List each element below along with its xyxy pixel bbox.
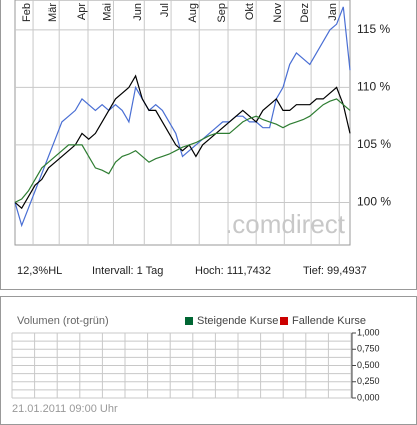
x-tick-label: Apr xyxy=(76,3,88,20)
x-tick-label: Sep xyxy=(216,3,228,23)
x-tick-label: Mär xyxy=(47,3,59,22)
y-tick-label: 0,000 xyxy=(357,392,380,402)
y-tick-label: 110 % xyxy=(357,80,390,94)
stat: Tief: 99,4937 xyxy=(303,265,367,277)
legend-swatch xyxy=(185,317,193,325)
y-tick-label: 0,750 xyxy=(357,344,380,354)
x-tick-label: Mai xyxy=(101,3,113,21)
stat: Intervall: 1 Tag xyxy=(92,265,163,277)
y-tick-label: 0,250 xyxy=(357,376,380,386)
x-tick-label: Dez xyxy=(299,3,311,23)
series-line xyxy=(14,74,351,210)
y-tick-label: 1,000 xyxy=(357,327,380,337)
y-tick-label: 100 % xyxy=(357,195,391,209)
volume-title: Volumen (rot-grün) xyxy=(17,315,109,327)
legend-label: Steigende Kurse xyxy=(197,315,278,327)
series-line xyxy=(14,6,351,228)
x-tick-label: Aug xyxy=(187,3,199,23)
stat: 12,3%HL xyxy=(17,265,62,277)
y-tick-label: 115 % xyxy=(357,22,390,36)
x-tick-label: Jul xyxy=(159,3,171,17)
footer: 21.01.2011 09:00 Uhr xyxy=(12,403,118,415)
legend-swatch xyxy=(280,317,288,325)
stat: Hoch: 111,7432 xyxy=(195,265,271,277)
legend-label: Fallende Kurse xyxy=(292,315,366,327)
x-tick-label: Jan xyxy=(327,3,339,21)
watermark: .comdirect xyxy=(225,209,346,239)
x-tick-label: Nov xyxy=(272,3,284,23)
x-tick-label: Feb xyxy=(21,3,33,22)
series-line xyxy=(14,98,351,203)
x-tick-label: Jun xyxy=(132,3,144,21)
y-tick-label: 105 % xyxy=(357,137,391,151)
y-tick-label: 0,500 xyxy=(357,360,380,370)
x-tick-label: Okt xyxy=(244,3,256,20)
